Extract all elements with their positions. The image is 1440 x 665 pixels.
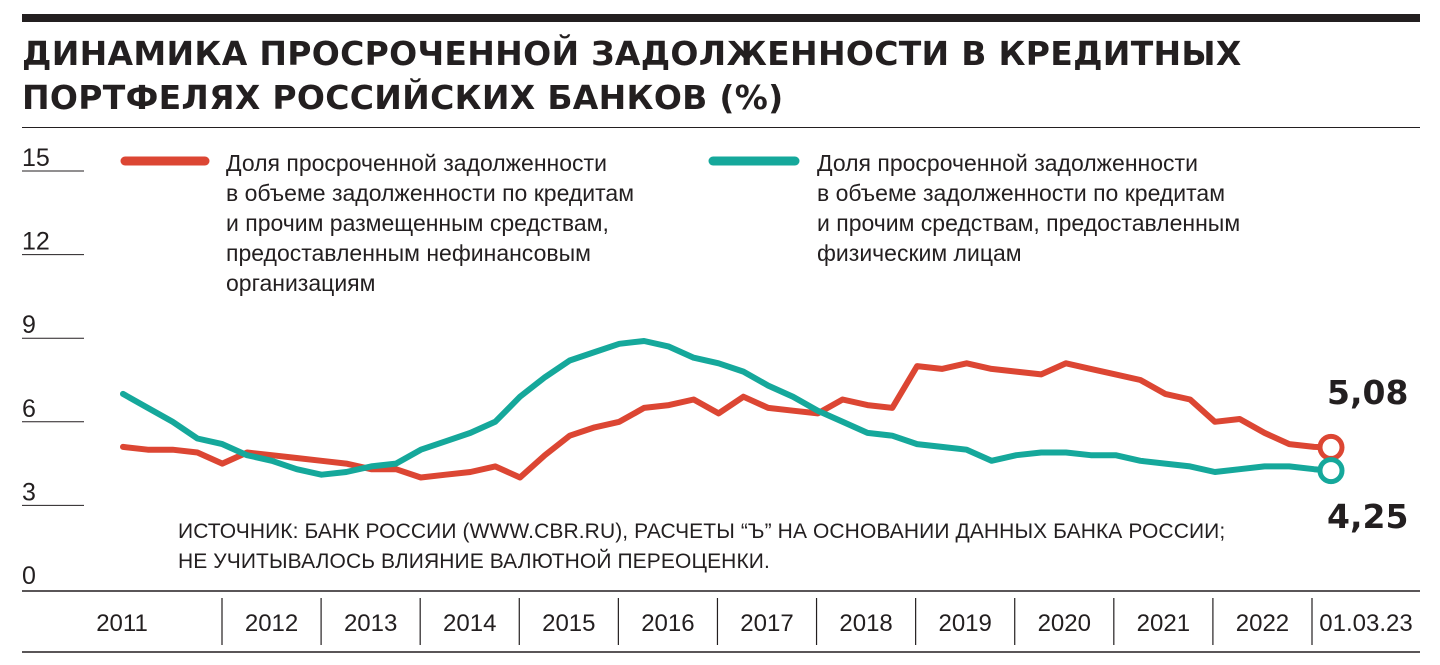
source-note-line-1: ИСТОЧНИК: БАНК РОССИИ (WWW.CBR.RU), РАСЧ…	[178, 520, 1226, 543]
title-divider	[22, 127, 1420, 128]
x-tick-label-2022: 2022	[1236, 610, 1289, 637]
x-tick-label-2018: 2018	[839, 610, 892, 637]
x-tick-label-2011: 2011	[96, 610, 148, 637]
chart-title: ДИНАМИКА ПРОСРОЧЕННОЙ ЗАДОЛЖЕННОСТИ В КР…	[22, 32, 1322, 120]
x-tick-label-01.03.23: 01.03.23	[1319, 610, 1412, 637]
x-tick-label-2014: 2014	[443, 610, 496, 637]
legend-label-nonfinancial-line-2: в объеме задолженности по кредитам	[226, 180, 635, 206]
end-marker-nonfinancial	[1317, 433, 1345, 461]
end-marker-individuals	[1317, 457, 1345, 485]
legend-label-nonfinancial-line-5: организациям	[226, 270, 376, 296]
y-tick-label-3: 3	[22, 478, 36, 506]
x-tick-label-2019: 2019	[938, 610, 991, 637]
legend-label-nonfinancial-line-3: и прочим размещенным средствам,	[226, 210, 609, 236]
legend-label-nonfinancial-line-4: предоставленным нефинансовым	[226, 240, 591, 266]
x-tick-label-2015: 2015	[542, 610, 595, 637]
y-tick-label-0: 0	[22, 562, 36, 590]
legend-label-individuals-line-4: физическим лицам	[817, 240, 1022, 266]
legend-label-individuals: Доля просроченной задолженности в объеме…	[817, 148, 1240, 268]
chart-title-line-2: ПОРТФЕЛЯХ РОССИЙСКИХ БАНКОВ (%)	[22, 78, 784, 117]
legend-label-individuals-line-3: и прочим средствам, предоставленным	[817, 210, 1241, 236]
legend-label-individuals-line-2: в объеме задолженности по кредитам	[817, 180, 1226, 206]
top-rule	[22, 14, 1420, 22]
x-tick-label-2016: 2016	[641, 610, 694, 637]
legend-label-nonfinancial-line-1: Доля просроченной задолженности	[226, 150, 607, 176]
chart-title-line-1: ДИНАМИКА ПРОСРОЧЕННОЙ ЗАДОЛЖЕННОСТИ В КР…	[22, 34, 1242, 73]
y-tick-label-6: 6	[22, 395, 36, 423]
series-line-nonfinancial	[120, 360, 1334, 481]
legend-label-nonfinancial: Доля просроченной задолженности в объеме…	[226, 148, 634, 298]
y-tick-label-15: 15	[22, 144, 50, 172]
end-value-nonfinancial: 5,08	[1327, 373, 1409, 412]
source-note-line-2: НЕ УЧИТЫВАЛОСЬ ВЛИЯНИЕ ВАЛЮТНОЙ ПЕРЕОЦЕН…	[178, 550, 770, 573]
x-tick-label-2021: 2021	[1137, 610, 1190, 637]
x-tick-label-2013: 2013	[344, 610, 397, 637]
y-tick-label-12: 12	[22, 228, 50, 256]
end-value-individuals: 4,25	[1327, 497, 1409, 536]
x-tick-label-2017: 2017	[740, 610, 793, 637]
y-tick-label-9: 9	[22, 311, 36, 339]
legend-label-individuals-line-1: Доля просроченной задолженности	[817, 150, 1198, 176]
x-tick-label-2020: 2020	[1038, 610, 1091, 637]
x-tick-label-2012: 2012	[245, 610, 298, 637]
series-line-individuals	[120, 338, 1334, 478]
source-note: ИСТОЧНИК: БАНК РОССИИ (WWW.CBR.RU), РАСЧ…	[178, 517, 1225, 577]
